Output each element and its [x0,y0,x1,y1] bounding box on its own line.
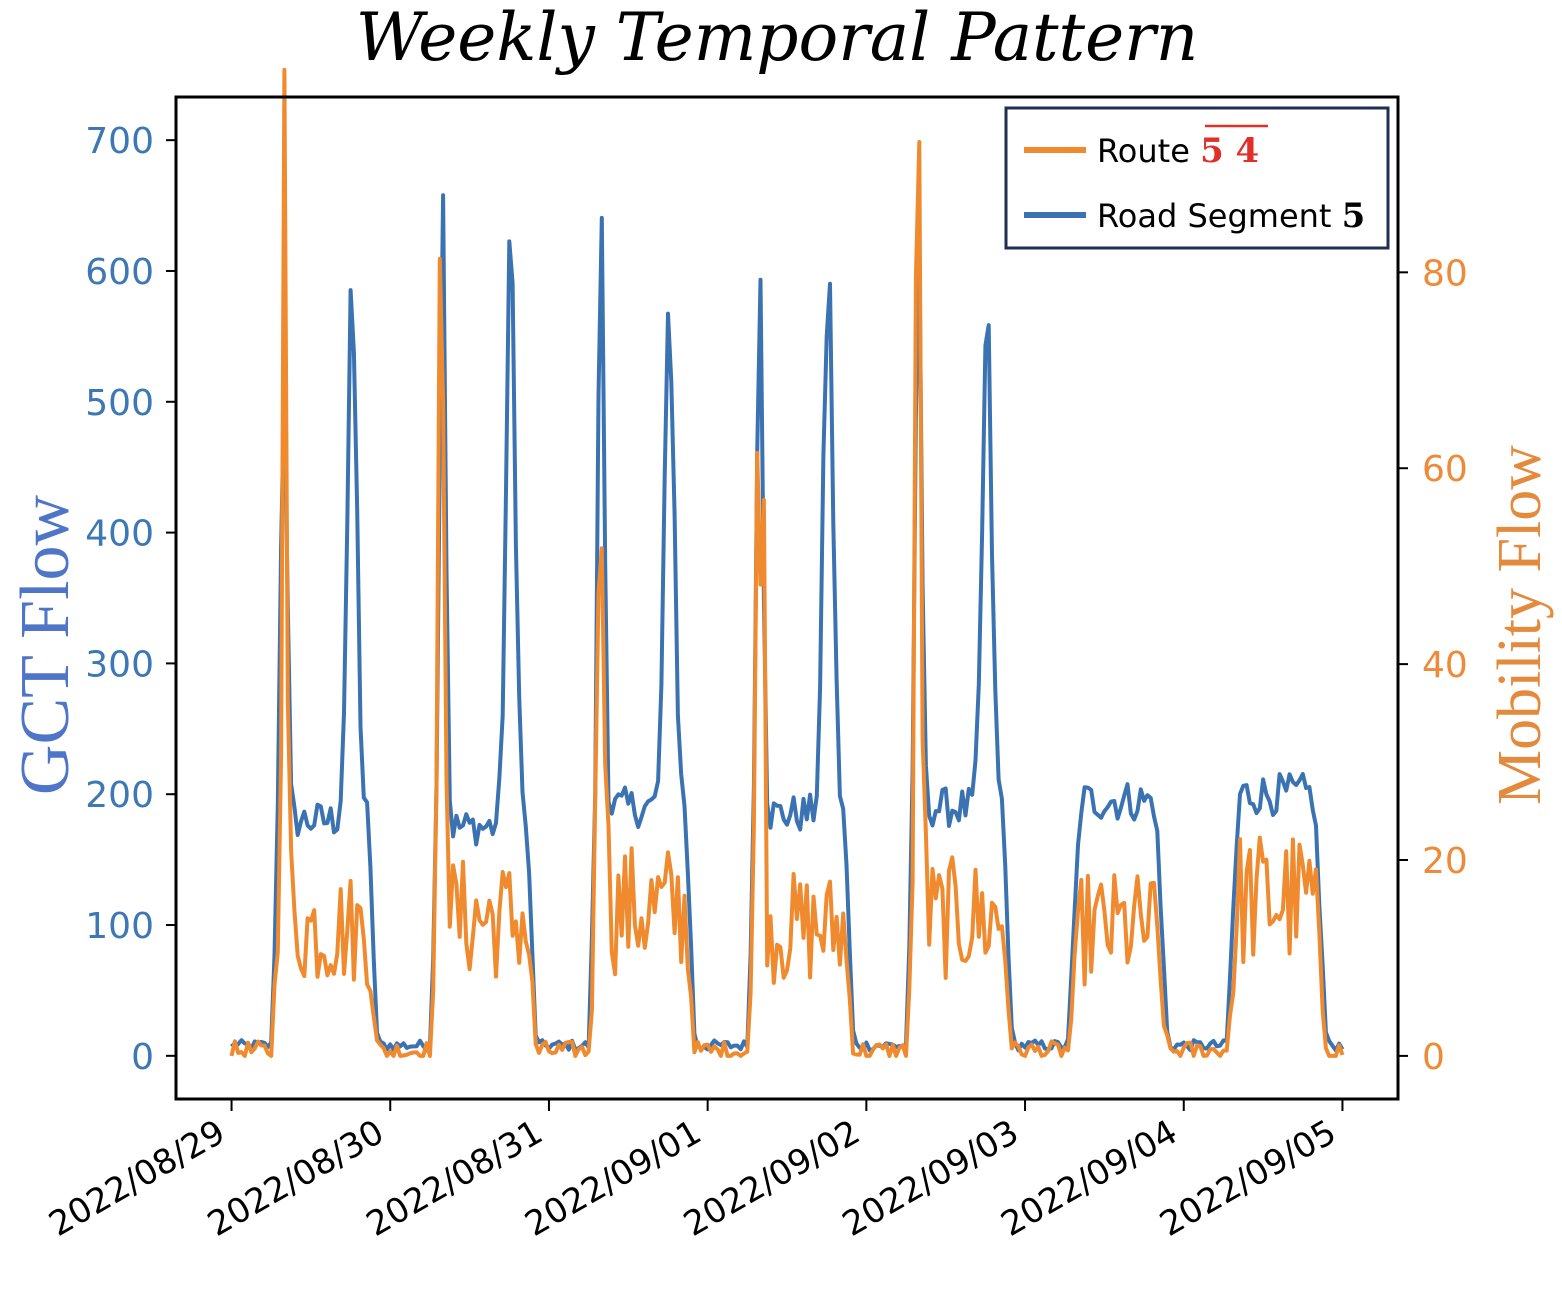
x-tick-label: 2022/08/31 [360,1112,550,1245]
series-layer [229,67,1345,1058]
left-tick-label: 400 [85,514,154,555]
right-tick-label: 80 [1422,253,1468,294]
x-tick-label: 2022/08/30 [201,1112,391,1245]
x-tick-label: 2022/09/02 [677,1112,867,1245]
legend-label-route: Route 5 4 [1097,131,1259,171]
x-tick-label: 2022/09/04 [995,1112,1185,1245]
right-tick-label: 20 [1422,841,1468,882]
series-line-road-segment-5 [230,193,1345,1053]
left-tick-label: 300 [85,644,154,685]
x-axis: 2022/08/292022/08/302022/08/312022/09/01… [42,1099,1344,1245]
left-axis: 0 100 200 300 400 500 600 700 [85,121,176,1078]
legend-box [1004,106,1390,250]
x-tick-label: 2022/08/29 [42,1112,232,1245]
legend: Route 5 4 Road Segment 5 [1004,106,1390,250]
left-tick-label: 100 [85,906,154,947]
chart-title: Weekly Temporal Pattern [356,0,1198,76]
left-tick-label: 200 [85,775,154,816]
legend-label-road-segment: Road Segment 5 [1097,196,1365,236]
y-axis-label-left: GCT Flow [7,494,84,795]
x-tick-label: 2022/09/05 [1153,1112,1343,1245]
right-tick-label: 60 [1422,449,1468,490]
x-tick-label: 2022/09/01 [518,1112,708,1245]
right-axis: 0 20 40 60 80 [1398,253,1468,1078]
y-axis-label-right: Mobility Flow [1486,445,1554,805]
right-tick-label: 0 [1422,1037,1445,1078]
right-tick-label: 40 [1422,645,1468,686]
left-tick-label: 0 [131,1037,154,1078]
left-tick-label: 600 [85,252,154,293]
x-tick-label: 2022/09/03 [836,1112,1026,1245]
series-line-route-5-4 [229,67,1345,1058]
left-tick-label: 500 [85,383,154,424]
left-tick-label: 700 [85,121,154,162]
plot-frame [174,95,1400,1101]
